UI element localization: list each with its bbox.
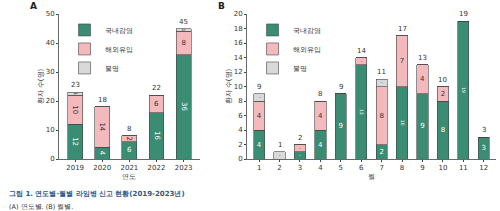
svg-text:8: 8 [318,90,322,98]
svg-text:6: 6 [127,146,132,154]
svg-text:B: B [218,1,225,11]
svg-text:2: 2 [298,134,302,142]
svg-text:2021: 2021 [120,164,138,172]
svg-text:3: 3 [298,164,302,172]
svg-text:19: 19 [459,10,468,18]
svg-text:50: 50 [46,10,55,18]
svg-text:23: 23 [71,81,80,89]
svg-text:불명: 불명 [105,65,119,73]
svg-text:1: 1 [257,164,261,172]
svg-text:14: 14 [234,54,243,62]
svg-text:8: 8 [181,39,185,47]
svg-text:10: 10 [234,83,243,91]
svg-text:월: 월 [368,173,375,181]
svg-text:16: 16 [153,131,161,140]
svg-text:8: 8 [441,126,445,134]
svg-text:20: 20 [234,10,243,18]
svg-text:20: 20 [46,97,55,105]
svg-text:국내감염: 국내감염 [105,27,133,35]
svg-text:4: 4 [318,141,323,149]
svg-text:1: 1 [279,155,281,157]
svg-text:4: 4 [257,141,262,149]
svg-text:2020: 2020 [93,164,111,172]
svg-text:불명: 불명 [293,65,307,73]
svg-text:18: 18 [234,25,243,33]
svg-text:3: 3 [482,126,486,134]
svg-text:10: 10 [438,164,447,172]
svg-text:45: 45 [179,18,188,26]
svg-text:16: 16 [234,39,243,47]
svg-text:5: 5 [339,164,343,172]
svg-text:환자 수(명): 환자 수(명) [225,68,233,104]
svg-text:17: 17 [398,25,407,33]
svg-text:22: 22 [152,84,161,92]
svg-text:14: 14 [357,47,366,55]
svg-text:4: 4 [318,164,323,172]
svg-text:30: 30 [46,68,55,76]
svg-text:18: 18 [98,96,107,104]
svg-text:2: 2 [277,164,281,172]
svg-text:11: 11 [459,164,468,172]
svg-text:A: A [30,1,37,11]
svg-text:8: 8 [127,125,131,133]
svg-text:8: 8 [400,164,404,172]
svg-text:2019: 2019 [66,164,84,172]
svg-text:해외유입: 해외유입 [105,46,133,54]
svg-text:1: 1 [73,92,78,95]
svg-text:4: 4 [238,126,243,134]
svg-text:국내감염: 국내감염 [293,27,321,35]
svg-text:1: 1 [361,61,363,63]
svg-text:9: 9 [420,164,424,172]
svg-text:12: 12 [71,137,79,146]
svg-text:10: 10 [71,105,79,114]
svg-text:10: 10 [438,76,447,84]
svg-text:36: 36 [180,102,188,111]
svg-text:4: 4 [318,112,323,120]
svg-text:40: 40 [46,39,55,47]
svg-text:해외유입: 해외유입 [293,46,321,54]
svg-text:9: 9 [420,122,424,130]
svg-text:(A) 연도별. (B) 월별.: (A) 연도별. (B) 월별. [9,203,73,211]
svg-text:9: 9 [257,83,261,91]
svg-text:3: 3 [482,144,486,152]
svg-text:2: 2 [238,141,242,149]
svg-text:11: 11 [377,68,386,76]
svg-text:0: 0 [238,155,242,163]
svg-text:12: 12 [234,68,243,76]
svg-text:4: 4 [98,151,106,156]
svg-text:1: 1 [181,29,186,32]
svg-text:2: 2 [379,148,383,156]
svg-text:8: 8 [238,97,242,105]
svg-text:14: 14 [98,122,106,131]
svg-text:1: 1 [299,155,301,157]
svg-text:13: 13 [359,109,364,115]
svg-text:4: 4 [420,75,425,83]
svg-text:환자 수(명): 환자 수(명) [37,68,45,104]
svg-text:10: 10 [46,126,55,134]
svg-text:연도: 연도 [122,173,136,181]
svg-text:1: 1 [299,148,301,150]
svg-text:9: 9 [339,83,343,91]
svg-text:그림 1. 연도별·월별 라임병 신고 현황(2019-20: 그림 1. 연도별·월별 라임병 신고 현황(2019-2023년) [9,190,185,198]
svg-text:9: 9 [339,122,343,130]
svg-text:0: 0 [50,155,54,163]
svg-text:1: 1 [259,97,261,99]
svg-text:19: 19 [461,87,466,93]
svg-text:6: 6 [238,112,243,120]
svg-text:7: 7 [379,164,383,172]
svg-text:10: 10 [400,120,405,126]
svg-text:13: 13 [418,54,427,62]
svg-text:6: 6 [359,164,364,172]
svg-text:8: 8 [379,112,383,120]
svg-text:2: 2 [441,90,445,98]
svg-text:2022: 2022 [148,164,166,172]
svg-text:2: 2 [125,136,133,140]
svg-text:1: 1 [381,82,383,84]
svg-text:6: 6 [154,100,159,108]
svg-text:2023: 2023 [175,164,193,172]
svg-text:1: 1 [278,141,282,149]
svg-text:7: 7 [400,57,404,65]
svg-text:12: 12 [479,164,488,172]
svg-text:4: 4 [257,112,262,120]
